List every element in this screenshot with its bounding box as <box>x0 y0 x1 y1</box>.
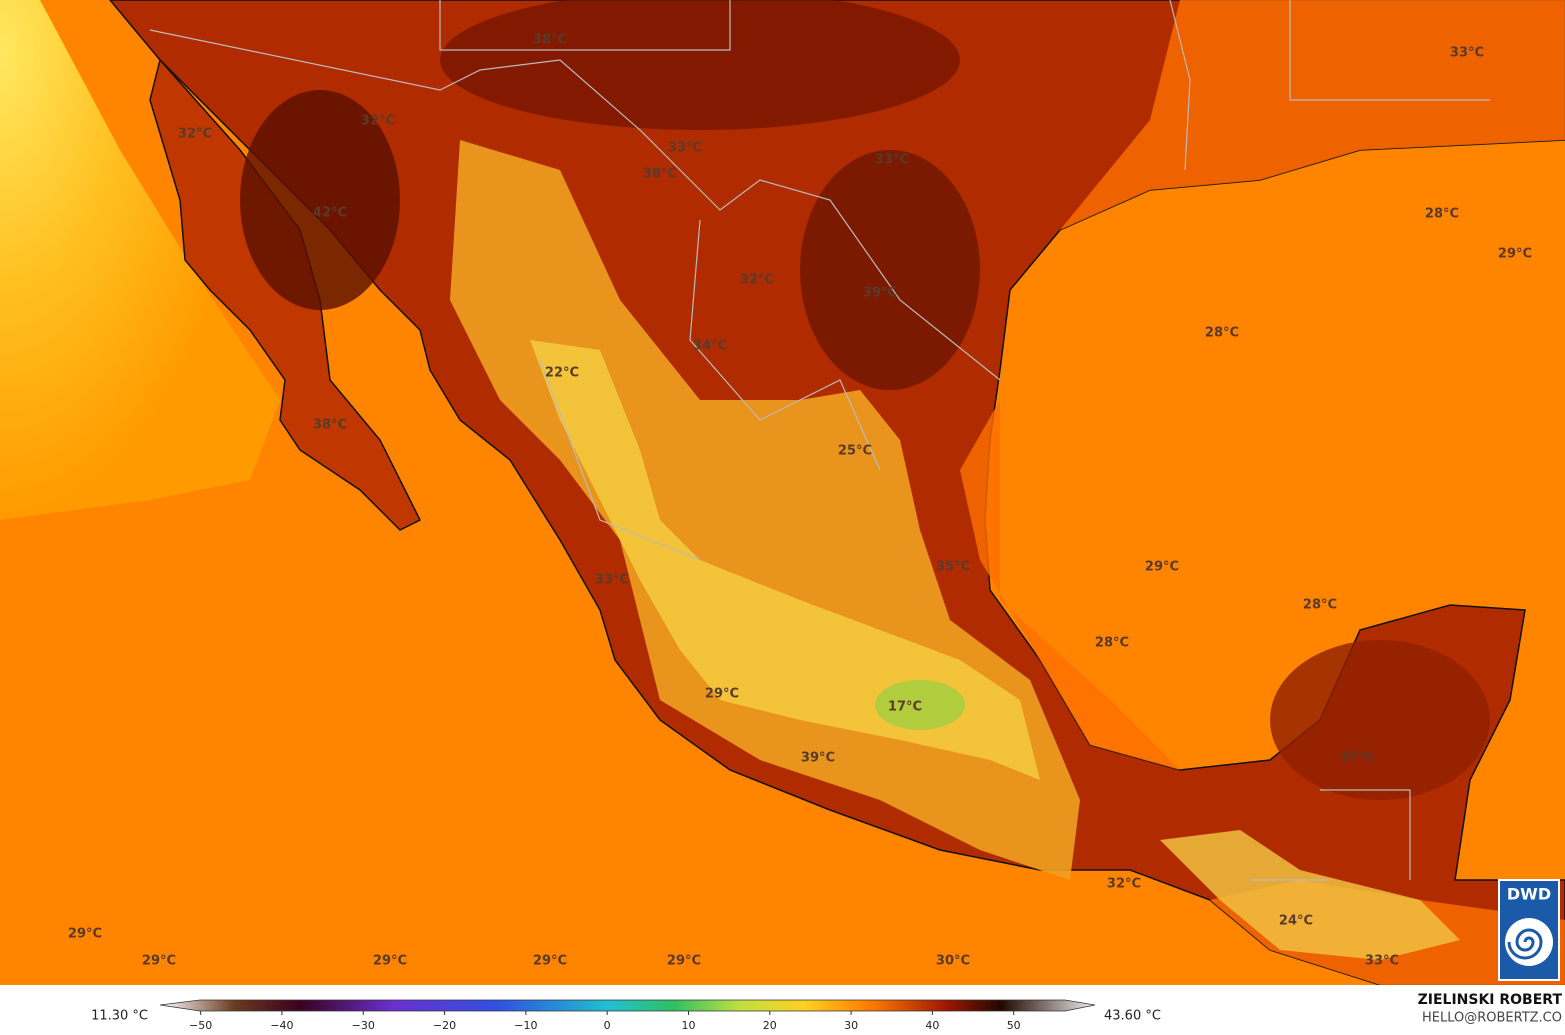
temperature-label: 29°C <box>705 687 739 702</box>
hot-spot <box>440 0 960 130</box>
temperature-label: 33°C <box>595 573 629 588</box>
colorbar-tick-label: 40 <box>925 1019 939 1032</box>
colorbar-tick-label: −30 <box>352 1019 375 1032</box>
temperature-label: 24°C <box>1279 914 1313 929</box>
temperature-label: 29°C <box>68 927 102 942</box>
temperature-label: 37°C <box>1340 751 1374 766</box>
hot-spot <box>240 90 400 310</box>
temperature-label: 42°C <box>313 206 347 221</box>
temperature-label: 38°C <box>643 167 677 182</box>
temperature-label: 32°C <box>361 114 395 129</box>
temperature-label: 32°C <box>178 127 212 142</box>
colorbar-tick-label: 20 <box>763 1019 777 1032</box>
temperature-label: 25°C <box>838 444 872 459</box>
colorbar-tick-label: −10 <box>514 1019 537 1032</box>
logo-text: DWD <box>1507 885 1551 904</box>
temperature-label: 29°C <box>373 954 407 969</box>
temperature-label: 22°C <box>545 366 579 381</box>
max-value: 43.60 °C <box>1104 1009 1161 1024</box>
author: ZIELINSKI ROBERT <box>1418 992 1563 1008</box>
temperature-label: 38°C <box>533 33 567 48</box>
temperature-label: 29°C <box>1145 560 1179 575</box>
temperature-label: 38°C <box>313 418 347 433</box>
temperature-label: 30°C <box>936 954 970 969</box>
temperature-label: 39°C <box>801 751 835 766</box>
temperature-label: 17°C <box>888 700 922 715</box>
temperature-label: 29°C <box>1498 247 1532 262</box>
warm-zone <box>960 0 1565 985</box>
temperature-label: 33°C <box>875 153 909 168</box>
colorbar-scale <box>159 999 1096 1012</box>
min-value: 11.30 °C <box>91 1009 148 1024</box>
colorbar-tick-label: −40 <box>270 1019 293 1032</box>
colorbar-tick-label: 30 <box>844 1019 858 1032</box>
temperature-label: 33°C <box>1450 46 1484 61</box>
temperature-label: 32°C <box>740 273 774 288</box>
temperature-label: 28°C <box>1205 326 1239 341</box>
cool-ocean <box>0 0 280 520</box>
colorbar: −50 −40 −30 −20 −10 0 10 20 30 40 50 <box>159 999 1096 1032</box>
colorbar-tick-label: −20 <box>433 1019 456 1032</box>
colorbar-tick-label: −50 <box>189 1019 212 1032</box>
temperature-label: 28°C <box>1425 207 1459 222</box>
hot-spot <box>800 150 980 390</box>
temperature-label: 39°C <box>863 286 897 301</box>
dwd-logo: DWD <box>1498 879 1560 981</box>
colorbar-tick-label: 10 <box>681 1019 695 1032</box>
colorbar-tick-label: 50 <box>1007 1019 1021 1032</box>
highlands-cool <box>530 340 1040 780</box>
temperature-label: 33°C <box>1365 954 1399 969</box>
temperature-label: 34°C <box>693 339 727 354</box>
colorbar-tick-label: 0 <box>604 1019 611 1032</box>
temperature-label: 29°C <box>667 954 701 969</box>
cool-spot <box>875 680 965 730</box>
hot-spot <box>1270 640 1490 800</box>
map-labels: 38°C 33°C 32°C 32°C 33°C 33°C 38°C 42°C 28°C 29°C… <box>68 33 1532 969</box>
temperature-label: 28°C <box>1095 636 1129 651</box>
temperature-label: 28°C <box>1303 598 1337 613</box>
logo-swirl <box>1507 928 1543 960</box>
central-america-highlands <box>1160 830 1460 960</box>
temperature-label: 32°C <box>1107 877 1141 892</box>
contact: HELLO@ROBERTZ.CO <box>1422 1011 1562 1026</box>
temperature-label: 29°C <box>533 954 567 969</box>
temperature-label: 29°C <box>142 954 176 969</box>
temperature-label: 33°C <box>668 141 702 156</box>
map-area <box>0 0 1565 986</box>
borders <box>149 0 1490 881</box>
temperature-label: 35°C <box>936 560 970 575</box>
logo-circle <box>1505 918 1553 966</box>
